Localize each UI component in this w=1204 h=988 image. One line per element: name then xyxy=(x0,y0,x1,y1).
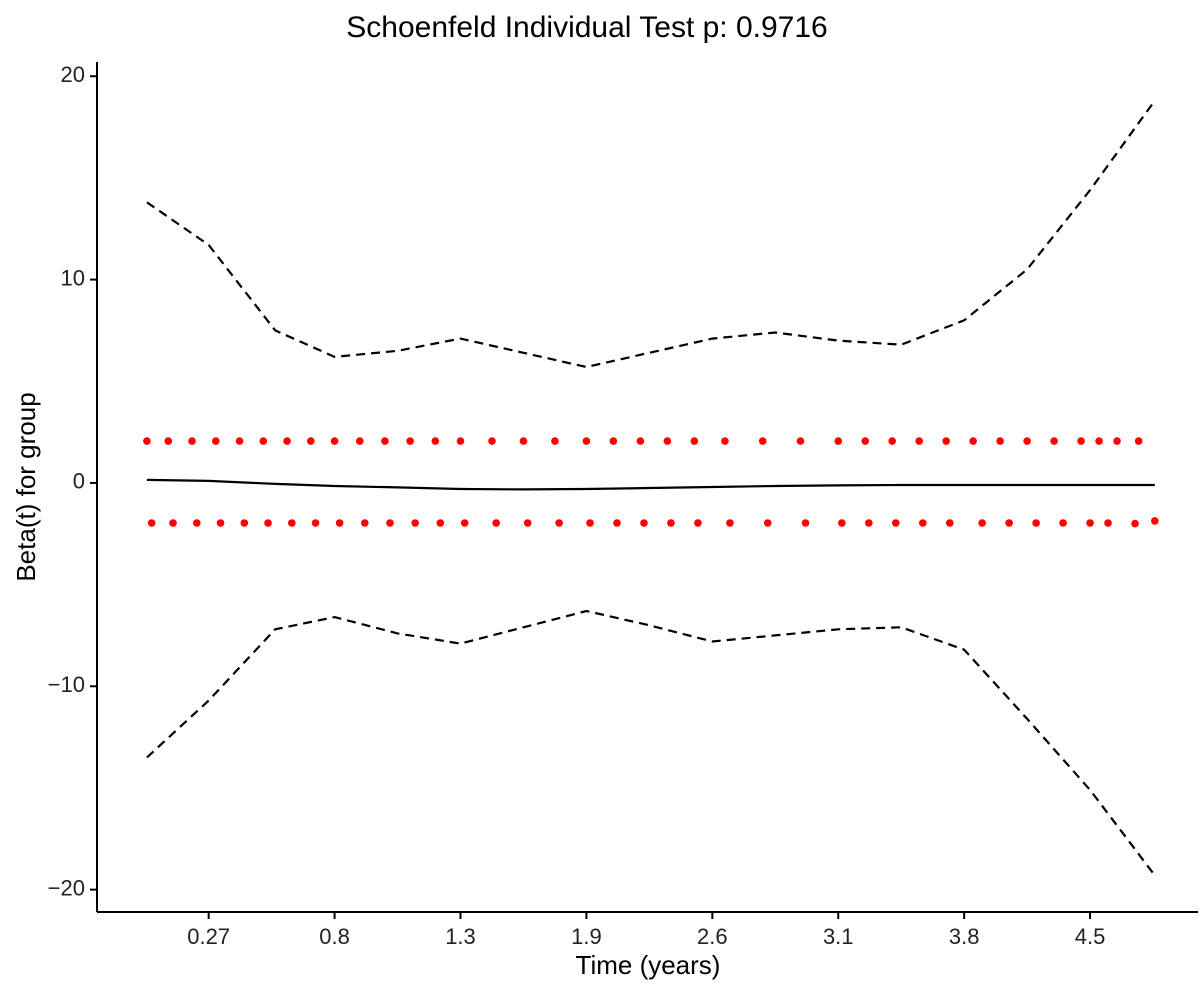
point xyxy=(1134,437,1143,445)
x-tick-label: 3.1 xyxy=(823,924,854,949)
point xyxy=(969,437,977,445)
y-axis-label: Beta(t) for group xyxy=(11,392,41,581)
point xyxy=(1077,437,1085,445)
y-tick-label: 20 xyxy=(61,62,85,87)
x-tick-label: 1.9 xyxy=(571,924,602,949)
point xyxy=(690,437,699,445)
point xyxy=(1131,519,1139,528)
x-tick-label: 3.8 xyxy=(949,924,980,949)
point xyxy=(492,519,500,527)
point xyxy=(335,519,344,527)
x-tick-label: 2.6 xyxy=(697,924,728,949)
point xyxy=(758,437,767,445)
point xyxy=(330,437,339,445)
point xyxy=(945,519,954,527)
point xyxy=(406,437,414,445)
point xyxy=(996,437,1004,445)
confidence-line xyxy=(146,99,1156,369)
point xyxy=(431,437,440,445)
point xyxy=(1151,517,1159,525)
point xyxy=(307,437,315,445)
confidence-line xyxy=(146,609,1156,877)
y-tick-label: −10 xyxy=(48,672,85,697)
point xyxy=(169,519,177,527)
point xyxy=(1005,519,1013,527)
point xyxy=(164,437,173,445)
point xyxy=(834,437,843,445)
point xyxy=(640,519,648,527)
point xyxy=(726,519,734,527)
point xyxy=(216,519,225,527)
point xyxy=(801,519,810,527)
point xyxy=(456,437,465,445)
point xyxy=(892,519,900,527)
point xyxy=(861,437,870,445)
point xyxy=(519,437,528,445)
point xyxy=(386,519,394,527)
x-tick-label: 0.8 xyxy=(319,924,350,949)
point xyxy=(865,519,873,527)
point xyxy=(636,437,645,445)
point xyxy=(609,437,618,445)
point xyxy=(1032,519,1040,527)
point xyxy=(283,437,291,445)
point xyxy=(259,437,268,445)
point xyxy=(411,519,419,527)
point xyxy=(763,519,772,527)
point xyxy=(235,437,244,445)
point xyxy=(240,519,249,527)
point xyxy=(360,519,369,527)
point xyxy=(436,519,445,527)
point xyxy=(694,519,702,527)
point xyxy=(915,437,923,445)
point xyxy=(1059,519,1067,527)
y-tick-label: 0 xyxy=(73,469,85,494)
point xyxy=(1095,437,1103,445)
point xyxy=(796,437,805,445)
point xyxy=(838,519,846,527)
point xyxy=(586,519,594,527)
point xyxy=(613,519,621,527)
point xyxy=(1104,519,1112,527)
y-tick-label: −20 xyxy=(48,875,85,900)
point xyxy=(663,437,672,445)
point xyxy=(978,519,986,527)
point xyxy=(942,437,950,445)
point xyxy=(192,519,201,527)
point xyxy=(1113,437,1121,445)
point xyxy=(667,519,675,527)
point xyxy=(721,437,729,445)
point xyxy=(381,437,389,445)
y-tick-label: 10 xyxy=(61,265,85,290)
x-tick-label: 4.5 xyxy=(1075,924,1106,949)
point xyxy=(143,437,151,445)
point xyxy=(918,519,927,527)
point xyxy=(551,437,559,445)
fit-line xyxy=(146,478,1155,491)
point xyxy=(1023,437,1031,445)
point xyxy=(147,519,156,527)
chart-title: Schoenfeld Individual Test p: 0.9716 xyxy=(346,11,827,44)
point xyxy=(355,437,364,445)
point xyxy=(523,519,532,527)
point xyxy=(311,519,320,527)
x-tick-label: 0.27 xyxy=(187,924,230,949)
point xyxy=(488,437,496,445)
point xyxy=(211,437,220,445)
x-tick-label: 1.3 xyxy=(445,924,476,949)
point xyxy=(1050,437,1058,445)
point xyxy=(264,519,272,527)
point xyxy=(460,519,469,527)
point xyxy=(188,437,196,445)
point xyxy=(1086,519,1094,527)
point xyxy=(288,519,296,527)
point xyxy=(555,519,563,527)
point xyxy=(888,437,897,445)
x-axis-label: Time (years) xyxy=(576,950,721,980)
point xyxy=(582,437,591,445)
